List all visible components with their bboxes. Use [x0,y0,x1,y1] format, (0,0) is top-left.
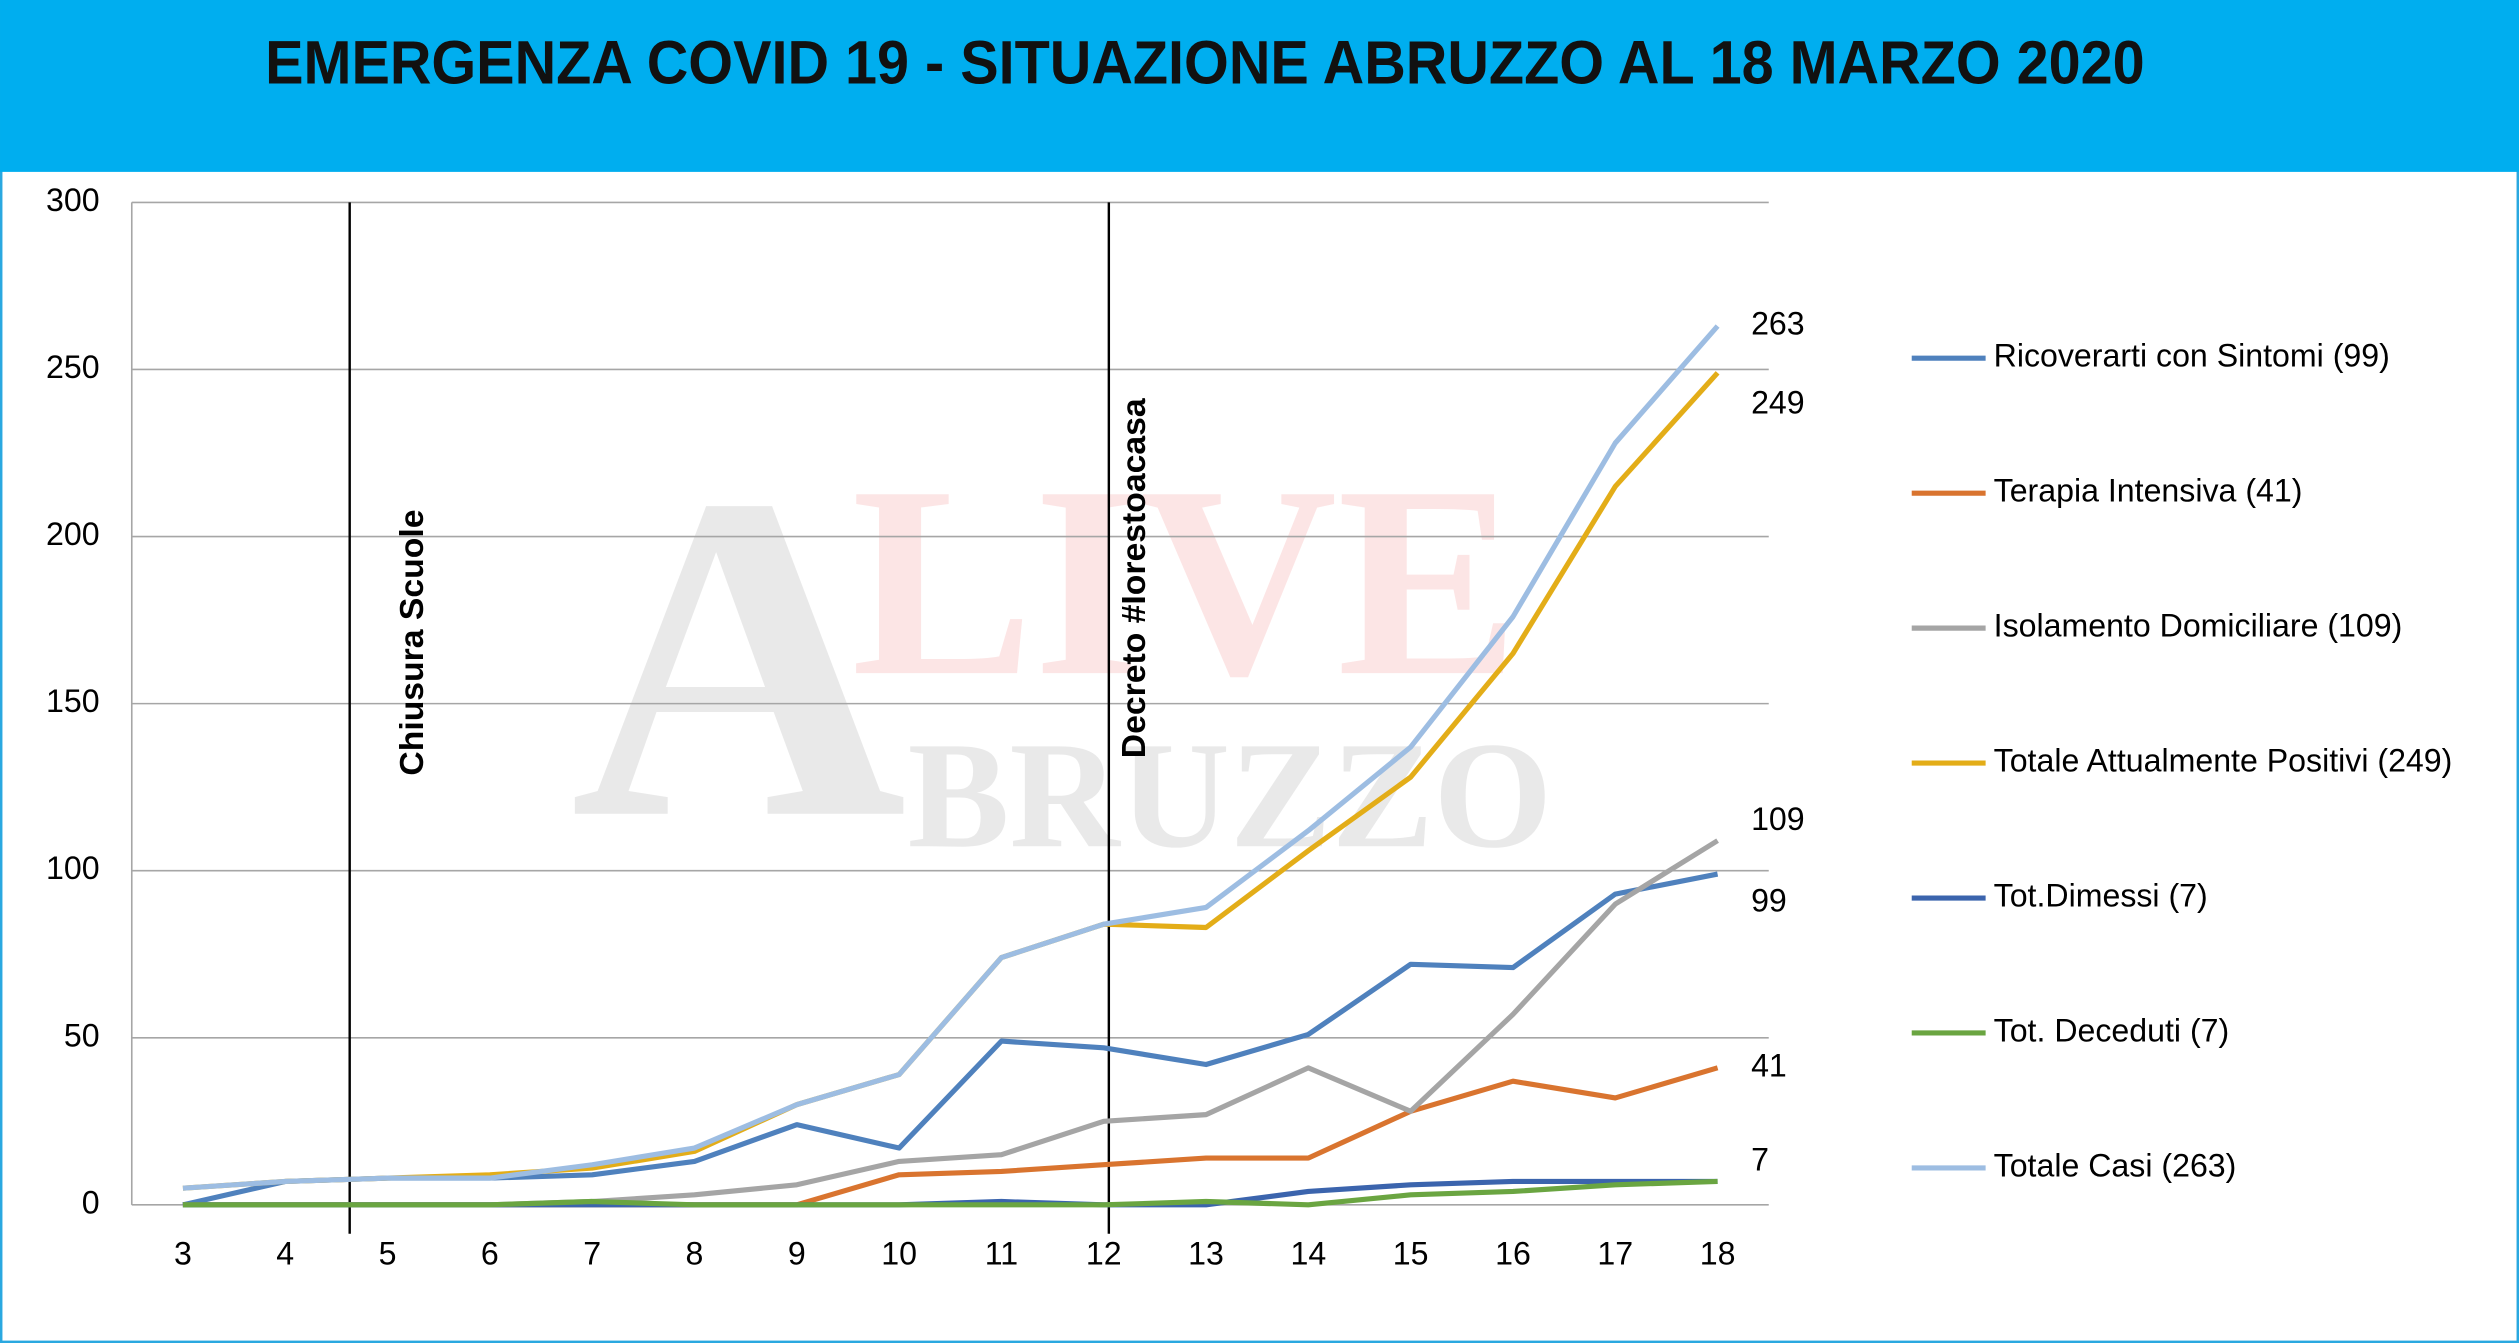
x-tick-label: 10 [881,1236,917,1272]
data-label: 99 [1751,882,1787,918]
series-line [182,324,1720,1191]
event-label: Decreto #Iorestoacasa [1115,398,1153,758]
watermark-text: A [570,399,906,915]
x-tick-label: 13 [1188,1236,1224,1272]
watermark-text: LIVE [851,431,1519,733]
y-tick-label: 0 [82,1184,100,1220]
x-tick-label: 11 [985,1236,1018,1272]
x-tick-label: 18 [1700,1236,1736,1272]
chart-title: EMERGENZA COVID 19 - SITUAZIONE ABRUZZO … [265,29,2145,97]
x-tick-label: 6 [481,1236,499,1272]
legend-label: Terapia Intensiva (41) [1994,473,2303,509]
x-tick-label: 14 [1290,1236,1326,1272]
header-band [0,0,2519,172]
watermark: A LIVE BRUZZO [570,399,1552,915]
data-label: 263 [1751,306,1805,342]
legend-label: Ricoverarti con Sintomi (99) [1994,338,2390,374]
legend-label: Totale Attualmente Positivi (249) [1994,743,2453,779]
data-label: 249 [1751,384,1805,420]
event-label: Chiusura Scuole [393,510,431,776]
x-tick-label: 4 [276,1236,294,1272]
x-tick-label: 16 [1495,1236,1531,1272]
x-tick-label: 15 [1393,1236,1429,1272]
y-tick-label: 250 [46,349,100,385]
data-label: 109 [1751,801,1805,837]
y-tick-label: 100 [46,850,100,886]
y-tick-label: 200 [46,516,100,552]
y-tick-label: 150 [46,683,100,719]
x-tick-label: 7 [583,1236,601,1272]
x-tick-label: 8 [686,1236,704,1272]
x-tick-label: 3 [174,1236,192,1272]
y-tick-label: 50 [64,1017,100,1053]
legend-label: Tot. Deceduti (7) [1994,1012,2230,1048]
x-tick-label: 17 [1597,1236,1633,1272]
x-tick-label: 9 [788,1236,806,1272]
y-tick-label: 300 [46,182,100,218]
legend-label: Isolamento Domiciliare (109) [1994,608,2403,644]
legend-label: Tot.Dimessi (7) [1994,877,2208,913]
data-label: 41 [1751,1047,1787,1083]
x-tick-label: 5 [379,1236,397,1272]
watermark-text: BRUZZO [908,711,1553,880]
legend-label: Totale Casi (263) [1994,1147,2237,1183]
x-tick-label: 12 [1086,1236,1122,1272]
data-label: 7 [1751,1142,1769,1178]
series-line [182,1178,1718,1208]
